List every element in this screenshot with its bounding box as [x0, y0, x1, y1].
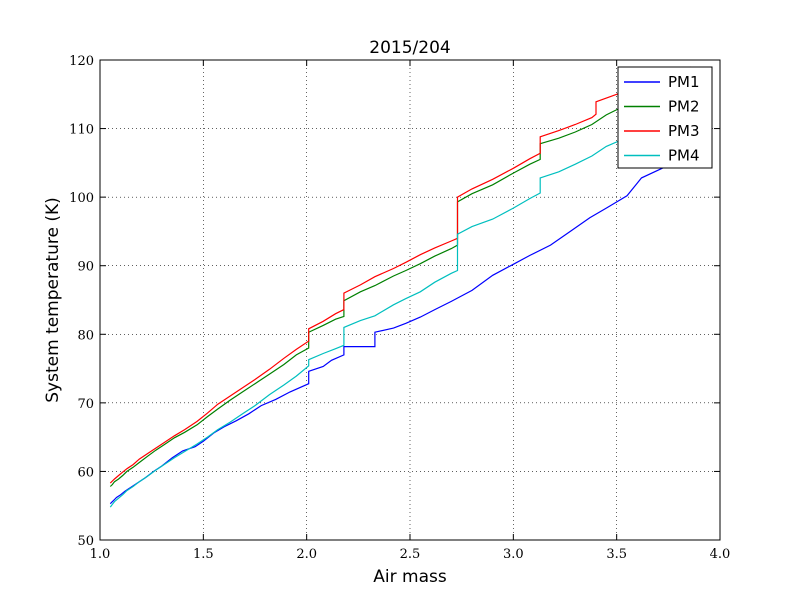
legend-box [617, 66, 713, 169]
y-tick-label: 60 [77, 465, 94, 480]
y-tick-label: 80 [77, 328, 94, 343]
chart-title: 2015/204 [369, 38, 450, 58]
series-line-pm3 [109, 66, 692, 484]
x-tick-label: 2.5 [400, 547, 421, 562]
x-tick-label: 1.5 [193, 547, 214, 562]
legend-label-pm1: PM1 [668, 73, 700, 91]
legend-label-pm4: PM4 [668, 147, 700, 165]
legend-label-pm2: PM2 [668, 98, 700, 116]
y-tick-label: 70 [77, 397, 94, 412]
x-tick-label: 3.5 [606, 547, 627, 562]
y-tick-label: 120 [69, 54, 94, 69]
axis-ticks: 1.0 1.5 2.0 2.5 3.0 3.5 4.0 50 60 70 80 90 100 110 120 [69, 54, 730, 562]
x-tick-label: 2.0 [296, 547, 317, 562]
y-tick-label: 110 [69, 123, 94, 138]
x-tick-label: 4.0 [710, 547, 731, 562]
y-axis-title: System temperature (K) [43, 197, 63, 402]
series-line-pm4 [109, 110, 692, 508]
grid-lines [100, 60, 720, 540]
x-tick-label: 3.0 [503, 547, 524, 562]
legend-label-pm3: PM3 [668, 122, 700, 140]
legend: PM1 PM2 PM3 PM4 [617, 66, 713, 169]
y-tick-label: 100 [69, 191, 94, 206]
y-tick-label: 90 [77, 260, 94, 275]
x-tick-label: 1.0 [90, 547, 111, 562]
y-tick-label: 50 [77, 534, 94, 549]
x-axis-title: Air mass [373, 567, 447, 587]
series-lines [109, 66, 692, 508]
